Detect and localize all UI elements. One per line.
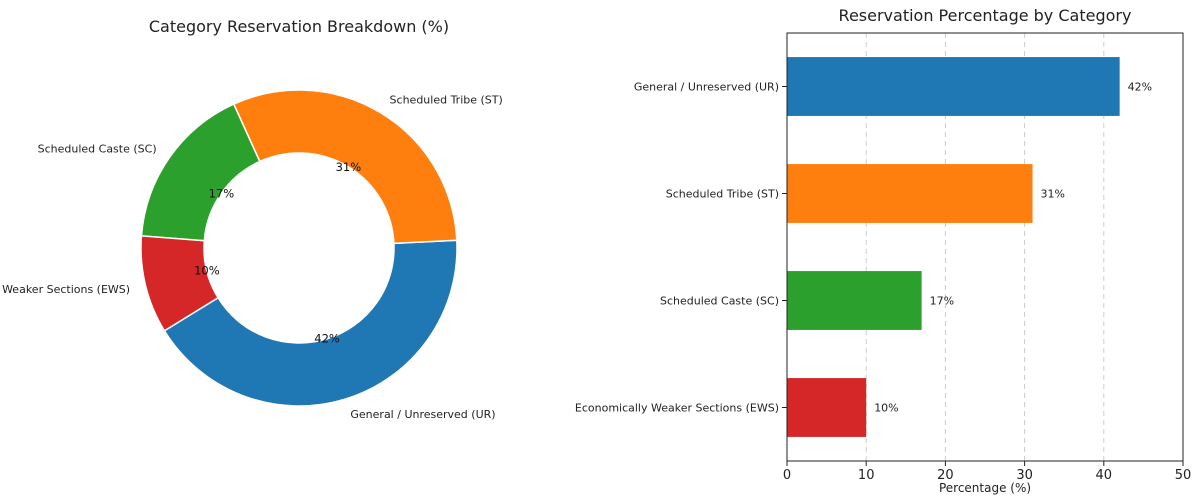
bar-value-label: 10% [874, 402, 898, 415]
bar-labels: 42% 31% 17% 10% [874, 81, 1152, 415]
bar-value-label: 17% [930, 295, 954, 308]
bar-economically-weaker-sections-ews [787, 378, 867, 437]
y-category-label: Scheduled Tribe (ST) [666, 188, 779, 201]
bar-rects [787, 57, 1120, 437]
bar-general-unreserved-ur [787, 57, 1120, 116]
bar-axes-frame [786, 32, 1184, 462]
donut-category-label: Economically Weaker Sections (EWS) [0, 283, 130, 296]
y-category-label: Scheduled Caste (SC) [660, 295, 779, 308]
bar-x-axis-label: Percentage (%) [939, 481, 1031, 495]
donut-slice-economically-weaker-sections-ews [140, 235, 220, 332]
donut-category-label: Scheduled Tribe (ST) [390, 94, 503, 107]
x-tick-label: 50 [1175, 468, 1192, 483]
y-category-label: General / Unreserved (UR) [634, 81, 779, 94]
bar-scheduled-tribe-st [787, 164, 1033, 223]
donut-slices [140, 89, 458, 407]
donut-pct-label: 31% [336, 160, 362, 174]
x-tick-label: 30 [1016, 468, 1033, 483]
donut-title: Category Reservation Breakdown (%) [149, 17, 449, 36]
donut-slice-general-unreserved-ur [163, 239, 458, 407]
x-tick-label: 10 [858, 468, 875, 483]
bar-chart: Reservation Percentage by Category 42% 31… [575, 6, 1191, 495]
donut-category-label: General / Unreserved (UR) [350, 408, 495, 421]
x-tick-label: 20 [937, 468, 954, 483]
donut-labels: 42% General / Unreserved (UR) 31% Scheduled… [0, 94, 503, 421]
donut-slice-scheduled-tribe-st [232, 89, 458, 245]
donut-pct-label: 10% [194, 263, 220, 277]
donut-slice-scheduled-caste-sc [140, 103, 261, 242]
bar-scheduled-caste-sc [787, 271, 922, 330]
bar-category-labels: General / Unreserved (UR) Scheduled Tribe… [575, 81, 787, 415]
donut-pct-label: 42% [314, 332, 340, 346]
bar-value-label: 42% [1128, 81, 1152, 94]
x-tick-label: 40 [1096, 468, 1113, 483]
bar-value-label: 31% [1041, 188, 1065, 201]
donut-pct-label: 17% [209, 187, 235, 201]
y-category-label: Economically Weaker Sections (EWS) [575, 402, 779, 415]
donut-chart: Category Reservation Breakdown (%) 42% Ge… [0, 17, 503, 421]
bar-title: Reservation Percentage by Category [839, 6, 1132, 25]
bar-x-ticks: 0 10 20 30 40 50 [783, 461, 1191, 483]
donut-category-label: Scheduled Caste (SC) [38, 142, 157, 155]
x-tick-label: 0 [783, 468, 791, 483]
